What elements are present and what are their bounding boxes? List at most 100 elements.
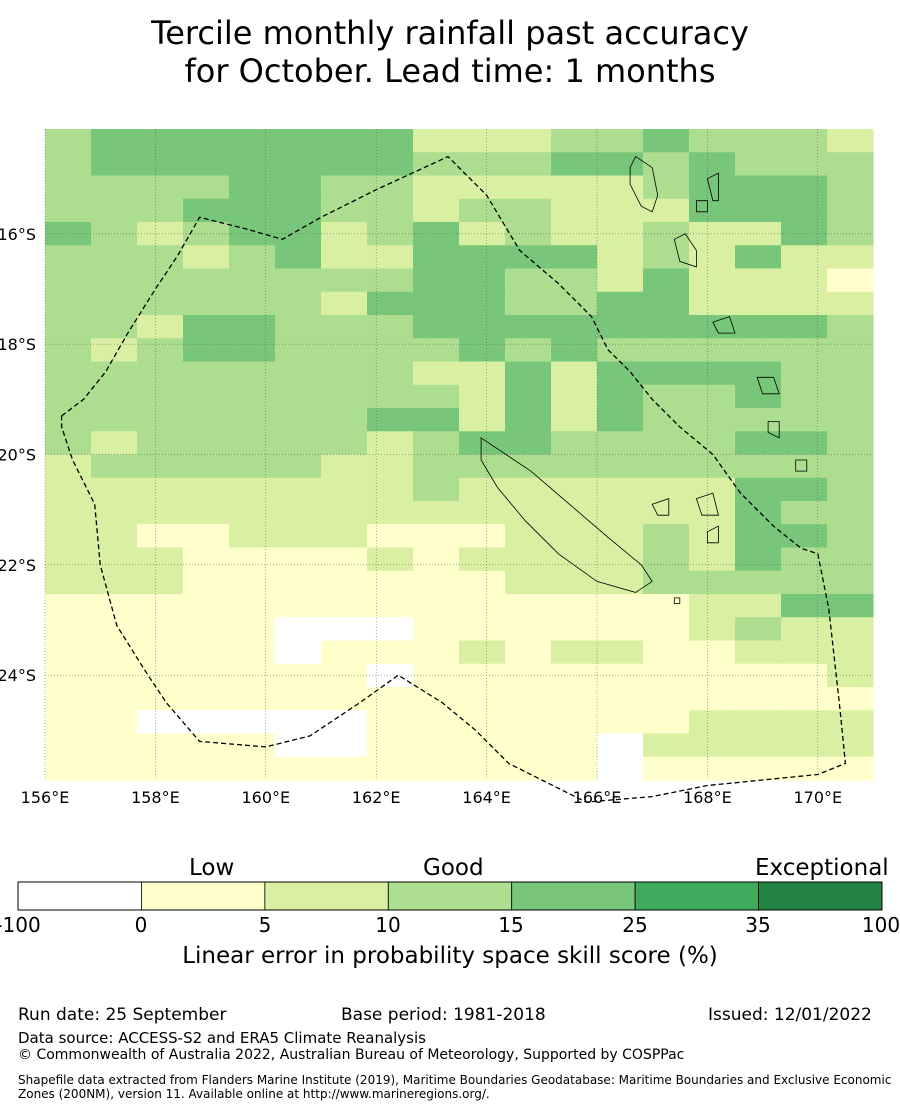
skill-cell bbox=[597, 524, 644, 549]
skill-cell bbox=[413, 733, 460, 758]
skill-cell bbox=[45, 756, 92, 781]
skill-cell bbox=[735, 361, 782, 386]
skill-cell bbox=[91, 408, 138, 432]
skill-cell bbox=[183, 524, 230, 549]
skill-cell bbox=[551, 152, 598, 177]
skill-cell bbox=[275, 454, 322, 479]
skill-cell bbox=[321, 268, 368, 293]
skill-cell bbox=[367, 617, 414, 642]
skill-cell bbox=[551, 408, 598, 432]
skill-cell bbox=[597, 710, 644, 735]
skill-cell bbox=[137, 338, 184, 363]
skill-cell bbox=[183, 245, 230, 270]
skill-cell bbox=[827, 756, 874, 781]
skill-cell bbox=[183, 594, 230, 618]
skill-cell bbox=[321, 384, 368, 409]
skill-cell bbox=[643, 733, 690, 758]
colorbar-heading-good: Good bbox=[423, 855, 484, 881]
skill-cell bbox=[781, 361, 828, 386]
skill-cell bbox=[45, 570, 92, 595]
skill-cell bbox=[229, 617, 276, 642]
skill-cell bbox=[643, 408, 690, 432]
skill-cell bbox=[229, 152, 276, 177]
skill-cell bbox=[781, 198, 828, 223]
lon-tick-label: 170°E bbox=[793, 788, 842, 807]
skill-cell bbox=[459, 617, 506, 642]
skill-cell bbox=[45, 501, 92, 525]
skill-cell bbox=[275, 408, 322, 432]
skill-cell bbox=[597, 663, 644, 688]
skill-cell bbox=[735, 338, 782, 363]
skill-cell bbox=[275, 756, 322, 781]
skill-cell bbox=[551, 594, 598, 618]
skill-cell bbox=[643, 710, 690, 735]
skill-cell bbox=[367, 431, 414, 456]
skill-cell bbox=[735, 454, 782, 479]
skill-cell bbox=[367, 152, 414, 177]
skill-cell bbox=[597, 245, 644, 270]
skill-cell bbox=[45, 361, 92, 386]
skill-cell bbox=[229, 524, 276, 549]
skill-cell bbox=[183, 175, 230, 200]
skill-cell bbox=[321, 198, 368, 223]
skill-cell bbox=[505, 384, 552, 409]
skill-cell bbox=[459, 431, 506, 456]
skill-cell bbox=[229, 338, 276, 363]
skill-cell bbox=[827, 431, 874, 456]
skill-cell bbox=[91, 315, 138, 339]
island-outline bbox=[673, 597, 681, 604]
colorbar-tick: 35 bbox=[745, 913, 771, 937]
skill-cell bbox=[321, 152, 368, 177]
island-outline bbox=[795, 459, 808, 472]
skill-cell bbox=[413, 570, 460, 595]
skill-cell bbox=[781, 640, 828, 665]
skill-cell bbox=[827, 152, 874, 177]
skill-cell bbox=[597, 268, 644, 293]
skill-cell bbox=[827, 663, 874, 688]
skill-cell bbox=[597, 756, 644, 781]
skill-cell bbox=[551, 431, 598, 456]
colorbar-heading-low: Low bbox=[189, 855, 235, 881]
eez-boundary bbox=[60, 155, 847, 803]
skill-cell bbox=[413, 361, 460, 386]
skill-cell bbox=[459, 361, 506, 386]
skill-cell bbox=[413, 501, 460, 525]
skill-cell bbox=[689, 756, 736, 781]
skill-cell bbox=[137, 710, 184, 735]
skill-cell bbox=[137, 198, 184, 223]
colorbar-segment bbox=[264, 881, 389, 911]
skill-cell bbox=[551, 547, 598, 572]
colorbar-segment bbox=[758, 881, 883, 911]
colorbar-tick: 0 bbox=[134, 913, 148, 937]
skill-cell bbox=[183, 733, 230, 758]
skill-cell bbox=[137, 454, 184, 479]
skill-cell bbox=[781, 268, 828, 293]
skill-cell bbox=[229, 431, 276, 456]
skill-cell bbox=[367, 733, 414, 758]
lon-tick-label: 162°E bbox=[352, 788, 401, 807]
skill-cell bbox=[781, 501, 828, 525]
skill-cell bbox=[183, 687, 230, 711]
skill-cell bbox=[827, 594, 874, 618]
skill-cell bbox=[827, 268, 874, 293]
skill-cell bbox=[321, 594, 368, 618]
island-outline bbox=[767, 421, 780, 439]
skill-cell bbox=[597, 733, 644, 758]
skill-cell bbox=[689, 710, 736, 735]
skill-cell bbox=[45, 431, 92, 456]
skill-cell bbox=[735, 291, 782, 316]
skill-cell bbox=[275, 710, 322, 735]
skill-cell bbox=[413, 152, 460, 177]
skill-cell bbox=[183, 501, 230, 525]
skill-cell bbox=[45, 640, 92, 665]
skill-cell bbox=[91, 477, 138, 502]
skill-cell bbox=[367, 501, 414, 525]
skill-cell bbox=[505, 361, 552, 386]
skill-cell bbox=[137, 222, 184, 246]
skill-cell bbox=[183, 291, 230, 316]
skill-cell bbox=[643, 175, 690, 200]
skill-cell bbox=[367, 570, 414, 595]
skill-cell bbox=[735, 547, 782, 572]
skill-cell bbox=[735, 640, 782, 665]
skill-cell bbox=[597, 594, 644, 618]
